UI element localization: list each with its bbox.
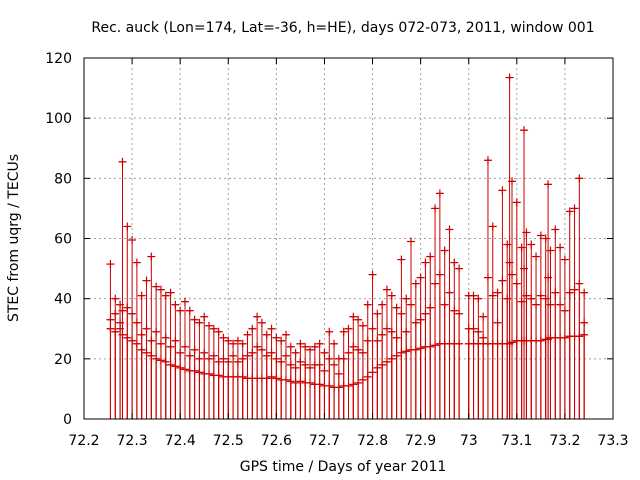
- y-tick-label: 20: [54, 352, 72, 368]
- y-tick-label: 100: [45, 111, 72, 127]
- x-axis-label: GPS time / Days of year 2011: [240, 459, 447, 475]
- axis-ticks: [83, 57, 614, 420]
- chart-title: Rec. auck (Lon=174, Lat=-36, h=HE), days…: [91, 20, 594, 36]
- x-tick-labels: 72.2 72.3 72.4 72.5 72.6 72.7 72.8 72.9 73 73.1 73…: [68, 433, 628, 449]
- x-tick-label: 73: [460, 433, 478, 449]
- x-tick-label: 73.1: [501, 433, 532, 449]
- y-tick-label: 80: [54, 171, 72, 187]
- x-tick-label: 72.9: [405, 433, 436, 449]
- x-tick-label: 73.2: [549, 433, 580, 449]
- x-tick-label: 72.2: [68, 433, 99, 449]
- data-points: [106, 73, 589, 419]
- x-tick-label: 72.4: [165, 433, 196, 449]
- x-tick-label: 72.7: [309, 433, 340, 449]
- y-tick-labels: 0 20 40 60 80 100 120: [45, 51, 72, 428]
- y-tick-label: 40: [54, 292, 72, 308]
- x-tick-label: 73.3: [597, 433, 628, 449]
- y-tick-label: 60: [54, 232, 72, 248]
- x-tick-label: 72.6: [261, 433, 292, 449]
- x-tick-label: 72.8: [357, 433, 388, 449]
- y-tick-label: 120: [45, 51, 72, 67]
- data-series: [106, 315, 589, 419]
- x-tick-label: 72.5: [213, 433, 244, 449]
- x-tick-label: 72.3: [117, 433, 148, 449]
- y-tick-label: 0: [63, 412, 72, 428]
- y-axis-label: STEC from uqrg / TECUs: [6, 154, 22, 322]
